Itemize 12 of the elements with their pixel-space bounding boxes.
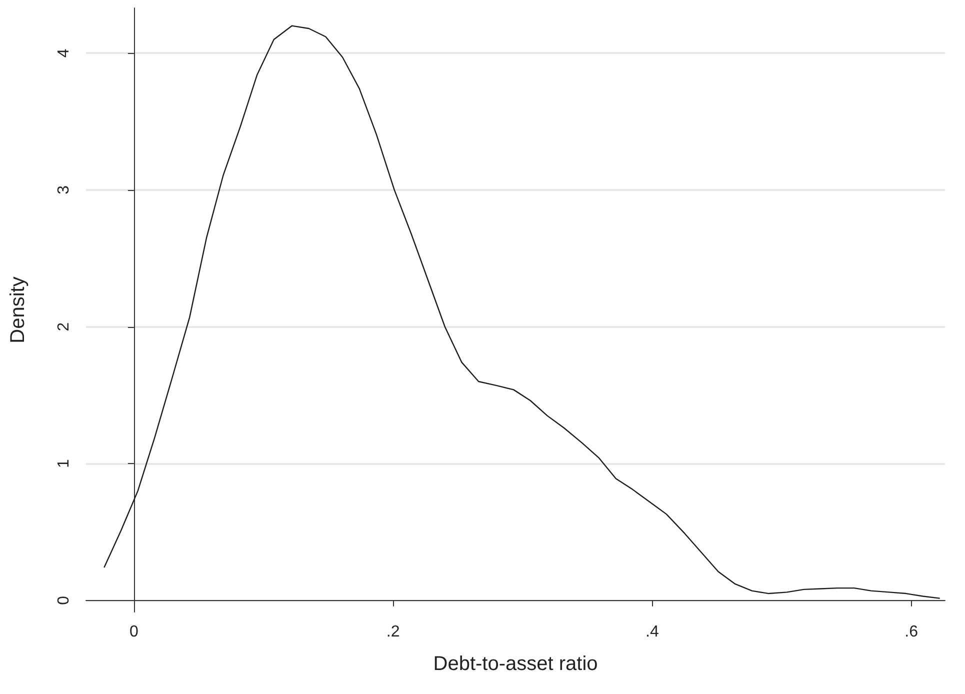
y-tick-label: 0: [56, 596, 72, 605]
y-axis-title: Density: [7, 276, 29, 344]
x-tick-label: .4: [646, 624, 659, 640]
y-tick-label: 3: [56, 185, 72, 194]
y-tick-label: 2: [56, 322, 72, 332]
x-tick-label: .6: [904, 624, 918, 640]
x-tick-label: 0: [129, 624, 138, 640]
y-tick-label: 1: [56, 459, 72, 468]
x-tick-label: .2: [386, 624, 400, 640]
y-tick-label: 4: [56, 48, 72, 58]
line-series: [104, 25, 940, 599]
x-axis-title: Debt-to-asset ratio: [433, 653, 598, 675]
